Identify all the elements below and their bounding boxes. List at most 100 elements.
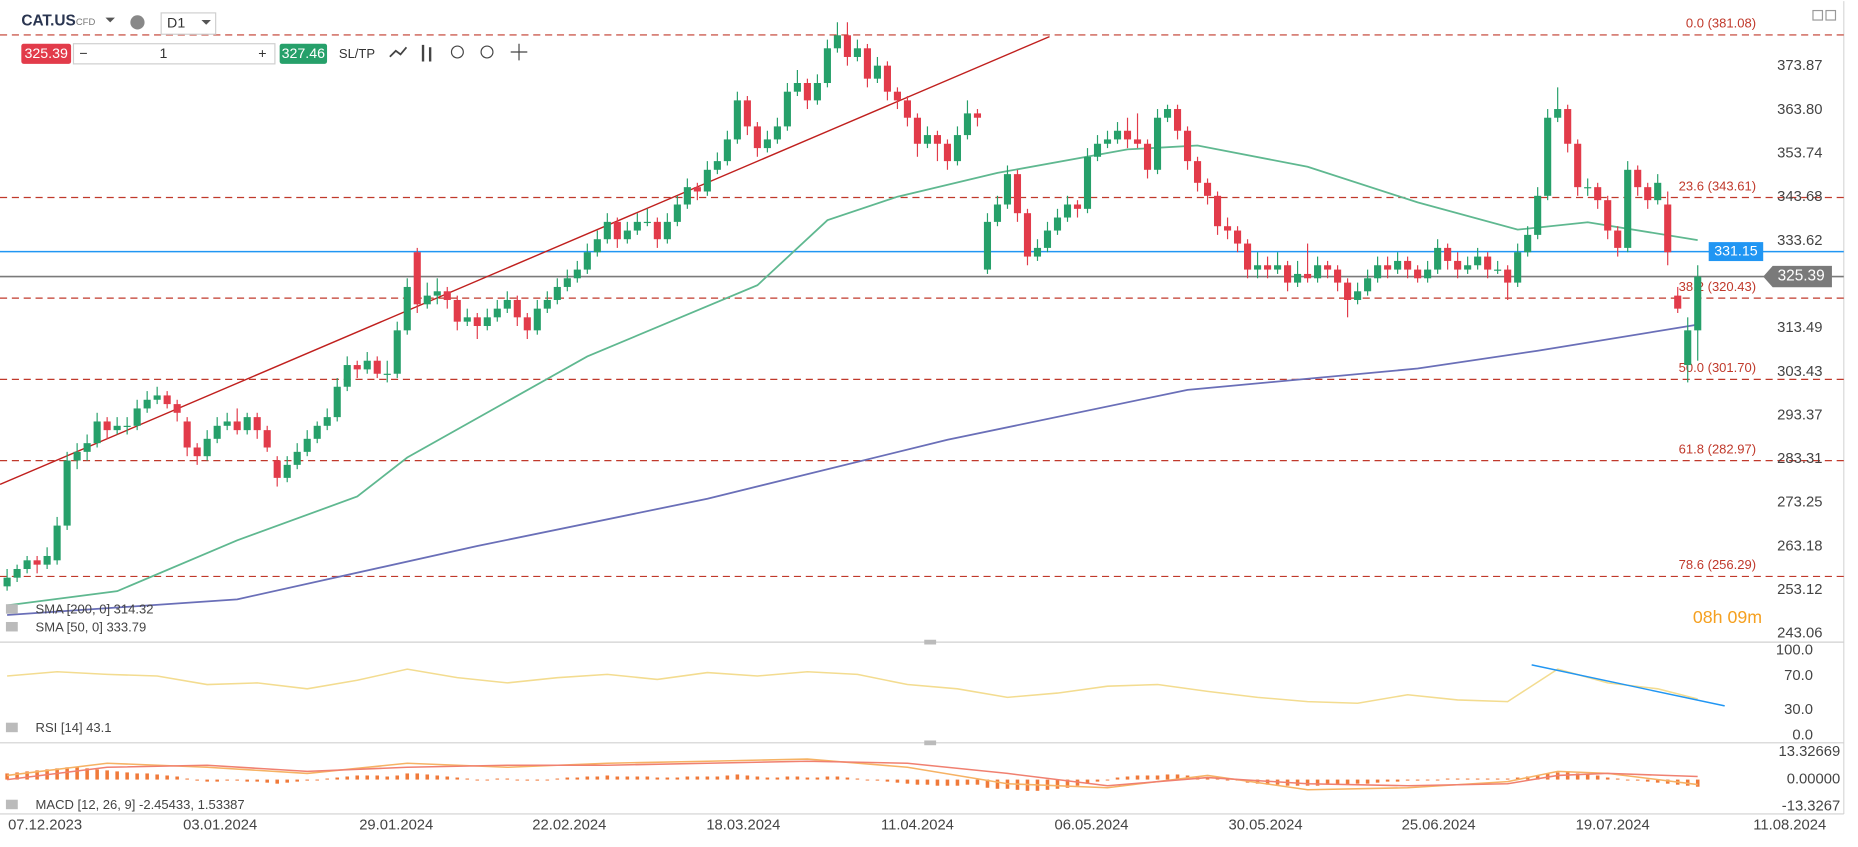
buy-button[interactable] xyxy=(279,43,328,64)
candle-body xyxy=(403,286,411,331)
macd-histogram-bar xyxy=(455,777,460,780)
minus-icon[interactable]: − xyxy=(79,46,87,62)
macd-histogram-bar xyxy=(885,779,890,782)
macd-histogram-bar xyxy=(565,777,570,780)
candle-body xyxy=(243,417,251,431)
macd-histogram-bar xyxy=(985,779,990,788)
candle-body xyxy=(993,204,1002,222)
candle-body xyxy=(223,421,231,426)
zoom-out-icon[interactable] xyxy=(450,45,464,59)
plus-icon[interactable]: + xyxy=(258,46,266,62)
candle-body xyxy=(563,278,571,287)
macd-histogram-bar xyxy=(545,779,550,781)
candle-body xyxy=(1093,143,1102,157)
candle-body xyxy=(1003,174,1012,205)
macd-histogram-bar xyxy=(1375,779,1380,783)
candle-body xyxy=(1444,247,1452,261)
macd-histogram-bar xyxy=(1215,778,1220,780)
candle-body xyxy=(463,317,471,322)
macd-histogram-bar xyxy=(185,778,189,780)
pane-handle[interactable] xyxy=(924,740,937,746)
candle-body xyxy=(1013,174,1022,214)
macd-histogram-bar xyxy=(1615,778,1620,780)
volume[interactable]: 1 xyxy=(160,46,168,62)
candle-body xyxy=(753,126,761,149)
candle-body xyxy=(433,291,441,296)
candle-body xyxy=(123,425,131,427)
zoom-in-icon[interactable] xyxy=(480,45,494,59)
macd-histogram-bar xyxy=(1085,779,1090,784)
move-icon[interactable] xyxy=(510,43,528,61)
sell-price[interactable]: 325.39 xyxy=(24,46,68,62)
macd-histogram-bar xyxy=(1345,779,1350,785)
candle-body xyxy=(113,425,121,431)
interval-select[interactable] xyxy=(160,12,217,35)
candle-body xyxy=(193,447,201,457)
y-tick-label: 303.43 xyxy=(1777,364,1822,380)
macd-histogram-bar xyxy=(955,779,960,786)
candle-body xyxy=(473,317,481,327)
candle-body xyxy=(1234,230,1242,244)
buy-price[interactable]: 327.46 xyxy=(282,46,326,62)
candle-body xyxy=(443,291,451,300)
macd-histogram-bar xyxy=(535,779,540,781)
candle-body xyxy=(303,438,311,452)
candle-body xyxy=(213,425,221,439)
close-icon[interactable] xyxy=(1825,9,1837,21)
pane-handle[interactable] xyxy=(924,639,937,645)
candle-body xyxy=(1063,204,1072,218)
symbol[interactable]: CAT.US xyxy=(21,12,75,29)
macd-histogram-bar xyxy=(1065,779,1070,788)
candle-body xyxy=(1223,226,1232,231)
macd-histogram-bar xyxy=(815,777,820,780)
dropdown-arrow[interactable] xyxy=(105,17,115,23)
macd-histogram-bar xyxy=(35,770,39,780)
macd-histogram-bar xyxy=(1165,774,1170,780)
macd-histogram-bar xyxy=(785,776,790,780)
candle-body xyxy=(783,91,791,127)
fib-level-label: 78.6 (256.29) xyxy=(1679,557,1756,572)
macd-histogram-bar xyxy=(1665,779,1670,784)
line-tool-icon[interactable] xyxy=(389,46,408,58)
maximize-icon[interactable] xyxy=(1812,9,1824,21)
sltp-button[interactable]: SL/TP xyxy=(339,46,375,61)
dropdown-arrow[interactable] xyxy=(201,20,211,25)
macd-histogram-bar xyxy=(1115,777,1120,780)
candle-body xyxy=(523,317,531,331)
info-icon[interactable] xyxy=(130,15,145,30)
macd-histogram-bar xyxy=(385,776,390,780)
candle-body xyxy=(283,464,291,478)
macd-histogram-bar xyxy=(1205,777,1210,780)
macd-histogram-bar xyxy=(5,773,9,780)
macd-histogram-bar xyxy=(1465,778,1470,780)
macd-histogram-bar xyxy=(85,768,89,780)
x-tick-label: 29.01.2024 xyxy=(359,818,433,834)
macd-histogram-bar xyxy=(1055,779,1060,789)
candle-tool-icon[interactable] xyxy=(421,44,432,62)
candle-body xyxy=(1454,260,1462,270)
candle-body xyxy=(913,117,921,144)
candle-body xyxy=(1564,109,1572,144)
macd-histogram-bar xyxy=(415,773,420,780)
macd-histogram-bar xyxy=(1325,779,1330,785)
macd-histogram-bar xyxy=(75,767,79,780)
interval[interactable]: D1 xyxy=(167,15,185,31)
sell-button[interactable] xyxy=(21,43,72,64)
macd-histogram-bar xyxy=(1445,778,1450,780)
candle-body xyxy=(43,555,51,565)
price-tag-label: 325.39 xyxy=(1778,268,1825,285)
macd-tick-label: 13.32669 xyxy=(1779,744,1841,760)
volume-input[interactable] xyxy=(72,43,276,65)
x-tick-label: 18.03.2024 xyxy=(706,818,780,834)
macd-histogram-bar xyxy=(595,776,600,780)
macd-histogram-bar xyxy=(835,776,840,780)
macd-histogram-bar xyxy=(435,775,440,780)
macd-histogram-bar xyxy=(1535,775,1540,780)
moving-average-line xyxy=(6,144,1698,607)
macd-histogram-bar xyxy=(1415,779,1420,781)
candle-body xyxy=(1514,252,1522,283)
macd-histogram-bar xyxy=(425,774,430,780)
candle-body xyxy=(413,252,421,305)
macd-histogram-bar xyxy=(1455,778,1460,780)
